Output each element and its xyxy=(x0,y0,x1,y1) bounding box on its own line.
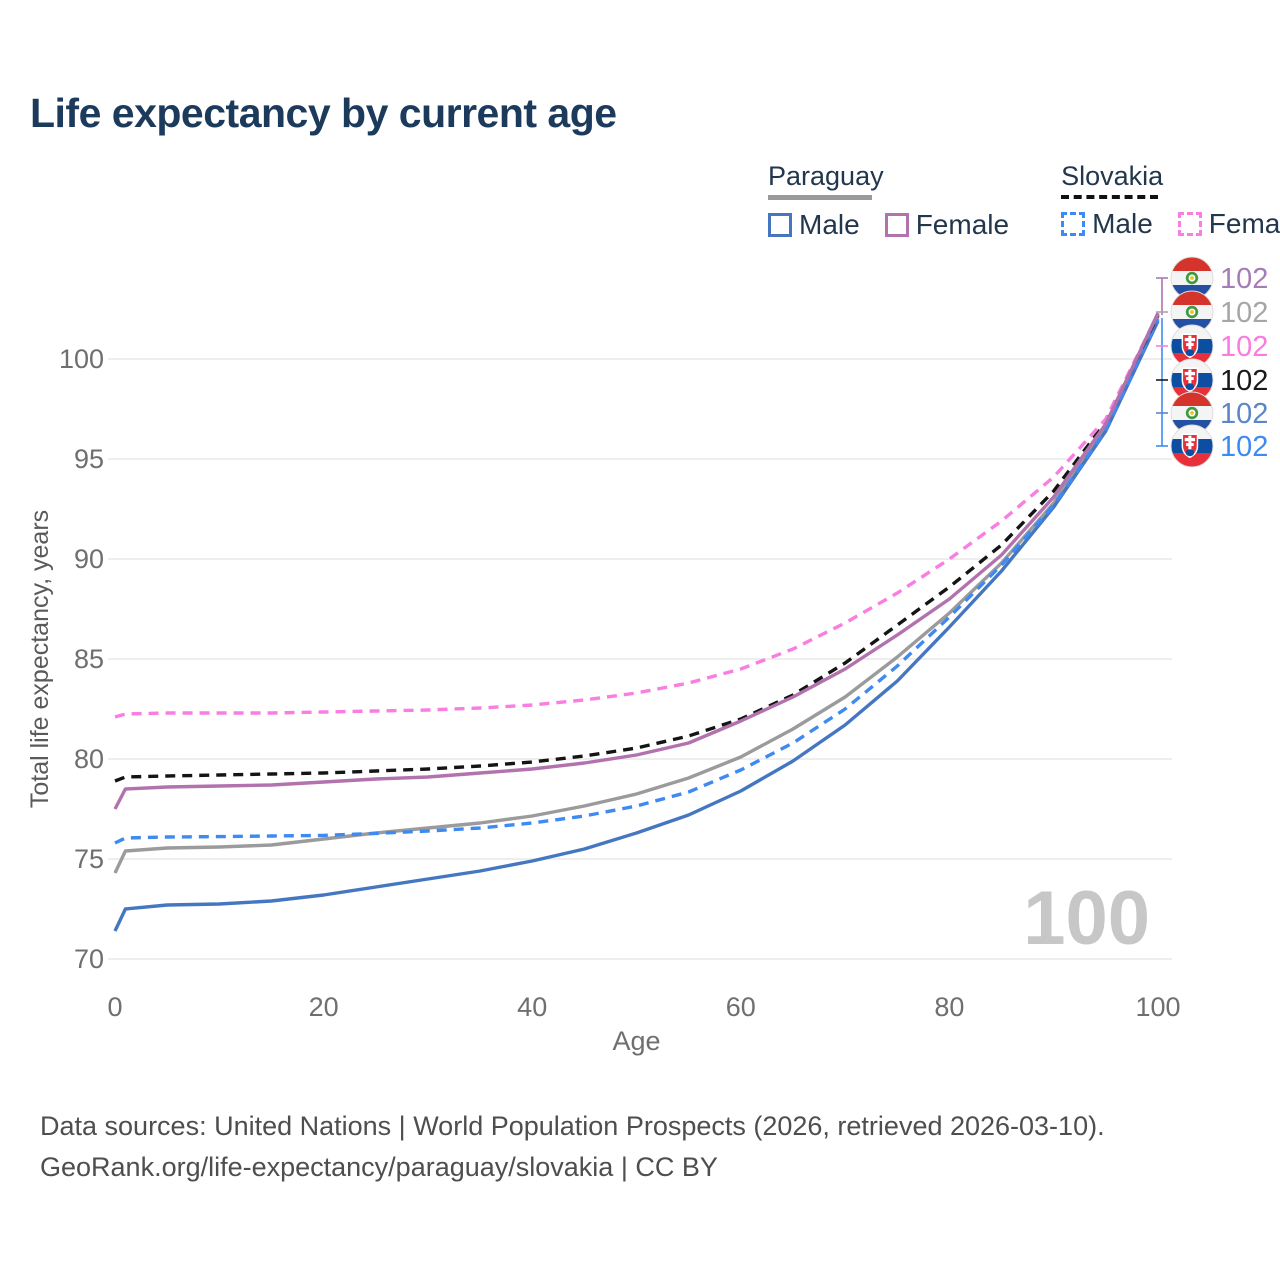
series-line-paraguay-male[interactable] xyxy=(113,320,1160,932)
series-line-slovakia-both-sexes[interactable] xyxy=(114,314,1160,783)
legend-header-paraguay[interactable]: Paraguay xyxy=(768,162,1009,200)
y-tick-label: 100 xyxy=(59,344,104,374)
slovakia-dashed-line-key xyxy=(1061,195,1159,199)
legend-item-slovakia-female[interactable]: Female xyxy=(1177,208,1280,240)
series-line-slovakia-female[interactable] xyxy=(114,313,1160,719)
legend: Paraguay Male Female Slovakia xyxy=(768,162,1280,241)
legend-item-label: Male xyxy=(799,209,860,240)
legend-header-slovakia-label: Slovakia xyxy=(1061,161,1164,191)
y-tick-label: 75 xyxy=(74,844,104,874)
legend-item-label: Male xyxy=(1092,208,1153,239)
legend-group-slovakia: Slovakia Male Female xyxy=(1061,162,1280,241)
x-tick-label: 20 xyxy=(309,992,339,1022)
attribution-text: GeoRank.org/life-expectancy/paraguay/slo… xyxy=(40,1152,718,1182)
series-line-paraguay-both-sexes[interactable] xyxy=(113,315,1160,874)
y-tick-label: 85 xyxy=(74,644,104,674)
legend-item-label: Female xyxy=(915,209,1010,240)
end-value-label: 102 xyxy=(1220,331,1268,363)
y-tick-label: 90 xyxy=(74,544,104,574)
slovakia-flag-icon xyxy=(1170,424,1214,468)
legend-item-label: Female xyxy=(1208,208,1280,239)
slovakia-female-swatch-icon xyxy=(1177,212,1202,236)
legend-item-paraguay-female[interactable]: Female xyxy=(884,209,1010,241)
x-tick-label: 40 xyxy=(517,992,547,1022)
x-tick-label: 80 xyxy=(934,992,964,1022)
end-value-label: 102 xyxy=(1220,263,1268,295)
end-value-label: 102 xyxy=(1220,365,1268,397)
legend-header-paraguay-label: Paraguay xyxy=(768,161,884,191)
footer: Data sources: United Nations | World Pop… xyxy=(40,1106,1105,1188)
legend-item-paraguay-male[interactable]: Male xyxy=(768,209,860,241)
x-tick-label: 100 xyxy=(1135,992,1180,1022)
x-axis-title: Age xyxy=(612,1026,660,1056)
paraguay-female-swatch-icon xyxy=(884,213,909,237)
legend-header-slovakia[interactable]: Slovakia xyxy=(1061,162,1280,199)
end-value-label: 102 xyxy=(1220,297,1268,329)
y-axis-title: Total life expectancy, years xyxy=(26,510,54,808)
x-tick-label: 60 xyxy=(726,992,756,1022)
slovakia-male-swatch-icon xyxy=(1061,212,1086,236)
data-sources-text: Data sources: United Nations | World Pop… xyxy=(40,1111,1105,1141)
y-tick-label: 70 xyxy=(74,944,104,974)
series-line-paraguay-female[interactable] xyxy=(113,312,1160,810)
age-watermark: 100 xyxy=(1023,876,1150,961)
series-line-slovakia-male[interactable] xyxy=(114,318,1160,845)
end-value-label: 102 xyxy=(1220,398,1268,430)
y-tick-label: 80 xyxy=(74,744,104,774)
y-tick-label: 95 xyxy=(74,444,104,474)
paraguay-solid-line-key xyxy=(768,195,872,200)
legend-group-paraguay: Paraguay Male Female xyxy=(768,162,1009,241)
legend-item-slovakia-male[interactable]: Male xyxy=(1061,208,1153,240)
slovakia-flag-icon xyxy=(1170,358,1214,402)
paraguay-male-swatch-icon xyxy=(768,213,792,237)
end-value-label: 102 xyxy=(1220,431,1268,463)
x-tick-label: 0 xyxy=(107,992,122,1022)
page-title: Life expectancy by current age xyxy=(30,90,617,136)
